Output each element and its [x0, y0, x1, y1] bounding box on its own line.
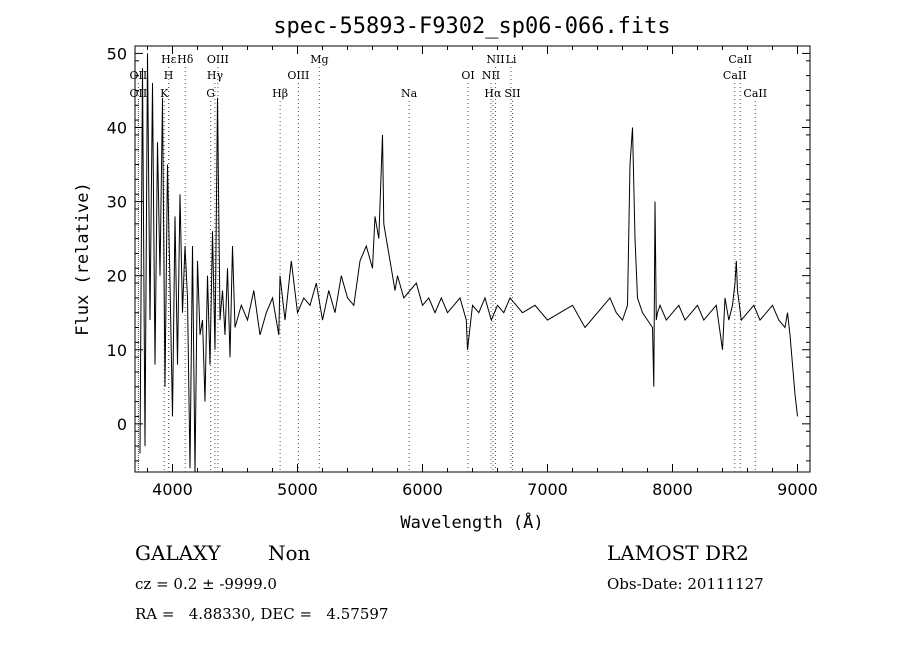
- y-tick-label: 50: [107, 44, 127, 63]
- chart-title: spec-55893-F9302_sp06-066.fits: [273, 14, 670, 39]
- emission-line-label: Hβ: [272, 87, 288, 100]
- emission-line-markers: [137, 67, 756, 472]
- x-tick-label: 4000: [152, 480, 193, 499]
- emission-line-label: CaII: [728, 53, 752, 66]
- x-tick-label: 7000: [527, 480, 568, 499]
- emission-line-label: NII: [486, 53, 504, 66]
- spectrum-line: [139, 53, 798, 473]
- object-class: GALAXY: [135, 541, 221, 565]
- y-tick-label: 30: [107, 193, 127, 212]
- emission-line-label: Mg: [310, 53, 328, 66]
- emission-line-label: Hγ: [207, 69, 224, 82]
- emission-line-label: CaII: [743, 87, 767, 100]
- emission-line-label: Hα: [484, 87, 502, 100]
- x-tick-label: 8000: [652, 480, 693, 499]
- coordinates: RA = 4.88330, DEC = 4.57597: [135, 605, 389, 623]
- emission-line-label: OI: [461, 69, 474, 82]
- redshift-cz: cz = 0.2 ± -9999.0: [135, 575, 277, 593]
- x-axis-label: Wavelength (Å): [400, 511, 543, 533]
- emission-line-label: H: [164, 69, 174, 82]
- emission-line-label: Hδ: [177, 53, 194, 66]
- y-tick-label: 40: [107, 118, 127, 137]
- survey-name: LAMOST DR2: [607, 541, 749, 565]
- x-axis-ticks: 4000 5000 6000 7000 8000 9000: [147, 46, 818, 499]
- emission-line-label: CaII: [723, 69, 747, 82]
- emission-line-label: G: [206, 87, 215, 100]
- emission-line-label: OII: [130, 87, 148, 100]
- emission-line-label: K: [160, 87, 169, 100]
- emission-line-label: OIII: [207, 53, 229, 66]
- emission-line-label: Na: [401, 87, 418, 100]
- x-tick-label: 9000: [777, 480, 818, 499]
- y-tick-label: 10: [107, 341, 127, 360]
- plot-frame: [134, 45, 811, 473]
- y-axis-label: Flux (relative): [73, 182, 93, 336]
- observation-date: Obs-Date: 20111127: [607, 575, 764, 593]
- x-tick-label: 6000: [402, 480, 443, 499]
- y-tick-label: 20: [107, 267, 127, 286]
- object-subclass: Non: [268, 541, 311, 565]
- y-tick-label: 0: [117, 415, 127, 434]
- y-axis-ticks: 0 10 20 30 40 50: [107, 44, 810, 462]
- emission-line-label: Li: [506, 53, 517, 66]
- emission-line-label: OIII: [287, 69, 309, 82]
- emission-line-label: NII: [482, 69, 500, 82]
- x-tick-label: 5000: [277, 480, 318, 499]
- emission-line-label: SII: [504, 87, 520, 100]
- emission-line-label: Hε: [161, 53, 177, 66]
